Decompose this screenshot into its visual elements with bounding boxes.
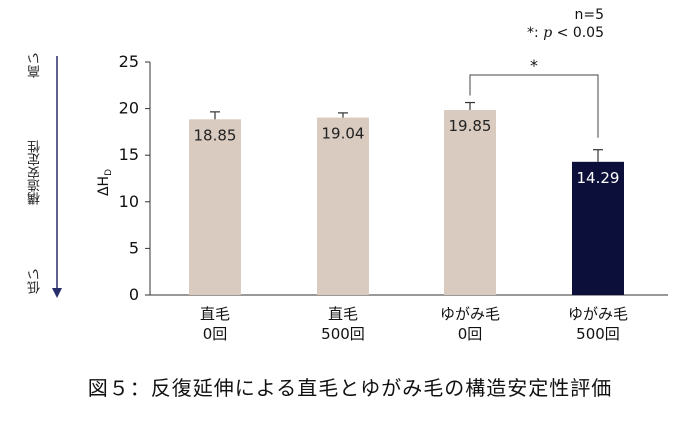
y-tick-label-5: 5 — [129, 238, 139, 257]
y-tick-label-10: 10 — [119, 192, 139, 211]
sample-size-note: n=5 — [574, 7, 604, 23]
category-label-3-line1: ゆがみ毛 — [440, 305, 500, 323]
category-label-2-line2: 500回 — [321, 325, 365, 343]
y-tick-label-0: 0 — [129, 285, 139, 304]
bar-4 — [572, 161, 624, 295]
p-symbol: p — [543, 25, 553, 41]
value-label-2: 19.04 — [322, 125, 365, 143]
value-label-4: 14.29 — [577, 169, 620, 187]
value-label-1: 18.85 — [194, 126, 237, 144]
stability-low-label: 低い — [28, 268, 43, 294]
category-label-1-line2: 0回 — [203, 325, 228, 343]
significance-bracket — [469, 74, 599, 138]
category-label-2-line1: 直毛 — [328, 305, 358, 323]
bar-1 — [189, 119, 241, 296]
y-axis-label: ΔHD — [96, 169, 114, 196]
stability-high-label: 高い — [28, 52, 43, 78]
category-label-1-line1: 直毛 — [200, 305, 230, 323]
y-tick-label-15: 15 — [119, 145, 139, 164]
y-axis-label-subscript: D — [104, 169, 114, 176]
y-tick-label-20: 20 — [119, 99, 139, 118]
category-label-4-line2: 500回 — [576, 325, 620, 343]
bar-3 — [444, 109, 496, 295]
category-label-3-line2: 0回 — [458, 325, 483, 343]
category-label-4-line1: ゆがみ毛 — [568, 305, 628, 323]
y-tick-label-25: 25 — [119, 52, 139, 71]
stability-axis-label: 構造安定性 — [28, 140, 43, 205]
y-axis-label-main: ΔH — [96, 176, 112, 196]
significance-note-prefix: *: — [527, 25, 544, 41]
stability-arrow-head — [52, 288, 62, 298]
significance-marker: * — [530, 56, 538, 75]
value-label-3: 19.85 — [449, 117, 492, 135]
bar-2 — [317, 117, 369, 295]
significance-note: *: p < 0.05 — [527, 24, 604, 42]
significance-note-suffix: < 0.05 — [552, 25, 604, 41]
figure-caption: 図５：反復延伸による直毛とゆがみ毛の構造安定性評価 — [87, 376, 613, 400]
